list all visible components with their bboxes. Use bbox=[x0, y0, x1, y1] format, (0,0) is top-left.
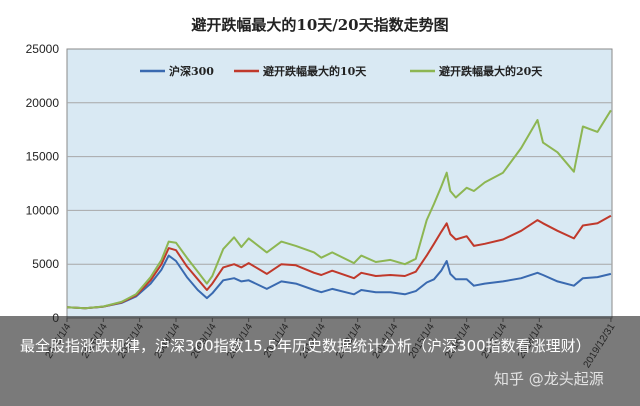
y-tick-label: 25000 bbox=[26, 42, 60, 56]
y-axis: 0500010000150002000025000 bbox=[26, 42, 60, 325]
y-tick-label: 5000 bbox=[32, 257, 59, 271]
y-tick-label: 20000 bbox=[26, 96, 60, 110]
legend-label: 避开跌幅最大的20天 bbox=[439, 64, 543, 78]
series-line bbox=[66, 214, 612, 310]
caption-text: 最全股指涨跌规律，沪深300指数15.5年历史数据统计分析（沪深300指数看涨理… bbox=[20, 337, 591, 355]
chart-title: 避开跌幅最大的10天/20天指数走势图 bbox=[191, 16, 449, 34]
legend-label: 沪深300 bbox=[169, 64, 214, 78]
y-tick-label: 15000 bbox=[26, 150, 60, 164]
series-lines bbox=[66, 109, 612, 310]
watermark: 知乎 @龙头起源 bbox=[494, 370, 604, 388]
series-line bbox=[66, 254, 612, 310]
caption-overlay bbox=[0, 316, 640, 406]
y-tick-label: 10000 bbox=[26, 203, 60, 217]
plot-area bbox=[66, 48, 613, 319]
series-line bbox=[66, 109, 612, 310]
legend-label: 避开跌幅最大的10天 bbox=[263, 64, 367, 78]
legend: 沪深300 避开跌幅最大的10天 避开跌幅最大的20天 bbox=[140, 64, 543, 78]
